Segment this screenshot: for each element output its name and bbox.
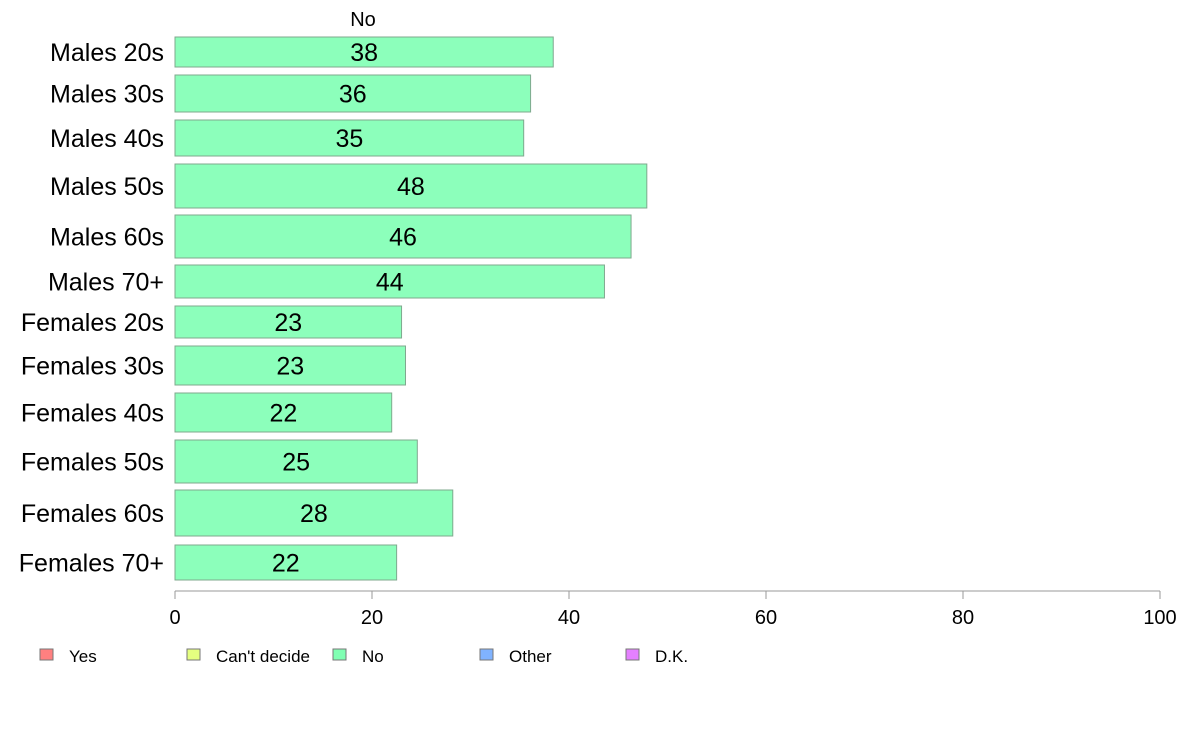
x-tick-label: 100 xyxy=(1143,607,1176,629)
x-tick-label: 0 xyxy=(169,607,180,629)
legend: Yes Can't decide No Other D.K. xyxy=(39,647,688,666)
x-axis: 0 20 40 60 80 100 xyxy=(169,590,1177,629)
bar xyxy=(174,264,605,299)
x-tick-label: 80 xyxy=(952,607,974,629)
category-label: Males 50s xyxy=(50,173,164,201)
bar xyxy=(174,489,454,537)
category-label: Males 70+ xyxy=(48,269,164,297)
category-label: Females 30s xyxy=(21,353,164,381)
data-label: 22 xyxy=(269,400,297,428)
x-tick-label: 40 xyxy=(558,607,580,629)
data-label: 28 xyxy=(300,500,328,528)
data-label: 23 xyxy=(274,309,302,337)
legend-swatch xyxy=(186,648,201,661)
legend-label: Can't decide xyxy=(216,647,310,666)
legend-swatch xyxy=(39,648,54,661)
bar xyxy=(174,305,403,339)
category-label: Males 40s xyxy=(50,125,164,153)
bar xyxy=(174,36,554,68)
data-label: 35 xyxy=(335,125,363,153)
data-label: 48 xyxy=(397,173,425,201)
data-label: 23 xyxy=(276,353,304,381)
bar xyxy=(174,214,632,259)
data-label: 46 xyxy=(389,224,417,252)
category-label: Females 40s xyxy=(21,400,164,428)
legend-label: Other xyxy=(509,647,552,666)
bar xyxy=(174,345,406,386)
legend-swatch xyxy=(332,648,347,661)
legend-swatch xyxy=(625,648,640,661)
x-tick-label: 20 xyxy=(361,607,383,629)
category-label: Males 60s xyxy=(50,224,164,252)
legend-label: D.K. xyxy=(655,647,688,666)
series-title: No xyxy=(350,9,376,31)
category-label: Males 20s xyxy=(50,39,164,67)
category-label: Females 20s xyxy=(21,309,164,337)
data-label: 22 xyxy=(272,550,300,578)
legend-swatch xyxy=(479,648,494,661)
data-label: 38 xyxy=(350,39,378,67)
category-label: Males 30s xyxy=(50,81,164,109)
data-label: 44 xyxy=(376,269,404,297)
bar xyxy=(174,74,532,113)
x-tick-label: 60 xyxy=(755,607,777,629)
category-label: Females 60s xyxy=(21,500,164,528)
bar xyxy=(174,439,418,484)
legend-label: Yes xyxy=(69,647,97,666)
category-label: Females 50s xyxy=(21,449,164,477)
data-label: 36 xyxy=(339,81,367,109)
bars-group: Males 20s 38 Males 30s 36 Males 40s 35 Males 5… xyxy=(19,36,648,581)
bar xyxy=(174,163,648,209)
legend-label: No xyxy=(362,647,384,666)
data-label: 25 xyxy=(282,449,310,477)
bar xyxy=(174,392,393,433)
bar xyxy=(174,119,525,157)
bar xyxy=(174,544,398,581)
category-label: Females 70+ xyxy=(19,550,164,578)
